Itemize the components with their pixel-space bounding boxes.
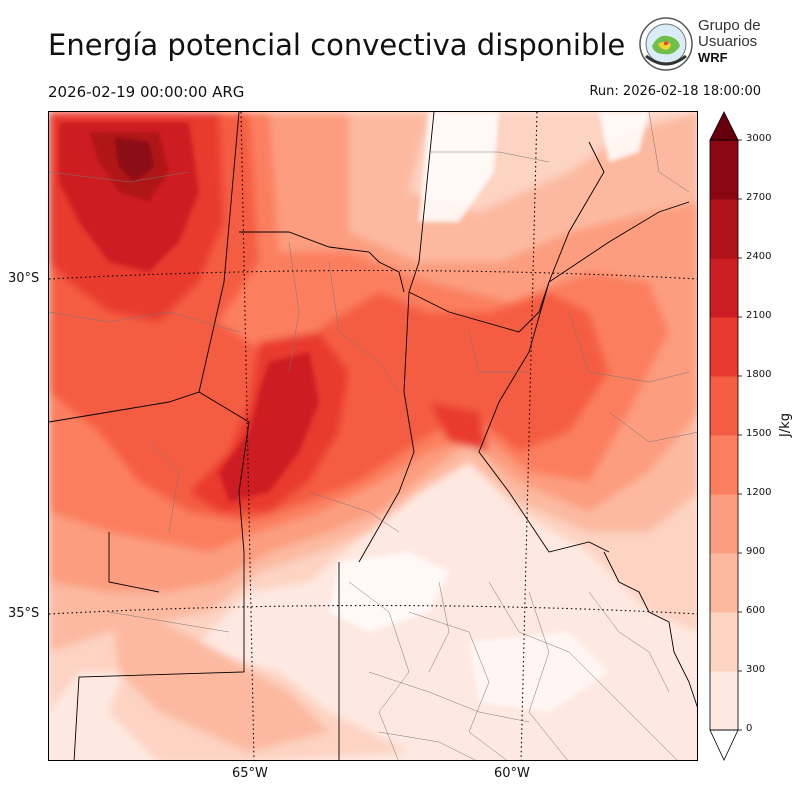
globe-icon	[639, 17, 693, 71]
colorbar-extend-min	[709, 729, 739, 761]
colorbar-extend-max	[709, 111, 739, 141]
colorbar-tick-label: 300	[746, 664, 766, 675]
colorbar-swatch	[710, 199, 738, 259]
cape-field-svg	[49, 112, 697, 760]
lat-label: 30°S	[8, 271, 40, 286]
colorbar-tick-label: 2100	[746, 310, 772, 321]
map-title: Energía potencial convectiva disponible	[48, 28, 626, 62]
logo-line3: WRF	[698, 50, 728, 65]
colorbar-tick-label: 3000	[746, 133, 772, 144]
colorbar-tick-label: 0	[746, 723, 753, 734]
colorbar-tick-label: 1500	[746, 428, 772, 439]
wrf-logo: Grupo de Usuarios WRF	[638, 16, 778, 72]
colorbar-swatch	[710, 435, 738, 495]
logo-line1: Grupo de	[698, 17, 761, 34]
colorbar-tick-label: 600	[746, 605, 766, 616]
colorbar-swatch	[710, 258, 738, 318]
logo-line2: Usuarios	[698, 33, 758, 50]
lat-label: 35°S	[8, 606, 40, 621]
colorbar: 0 300 600 900 1200 1500 1800 2100 2400 2700 3000	[706, 110, 800, 765]
colorbar-swatch	[710, 612, 738, 672]
cape-map	[48, 111, 698, 761]
colorbar-swatch	[710, 671, 738, 731]
lon-label: 60°W	[494, 766, 530, 781]
colorbar-tick-label: 1800	[746, 369, 772, 380]
colorbar-swatch	[710, 376, 738, 436]
colorbar-swatch	[710, 140, 738, 200]
run-time: Run: 2026-02-18 18:00:00	[589, 84, 761, 99]
colorbar-swatch	[710, 553, 738, 613]
colorbar-swatch	[710, 317, 738, 377]
colorbar-svg	[709, 111, 742, 761]
lon-label: 65°W	[232, 766, 268, 781]
valid-time: 2026-02-19 00:00:00 ARG	[48, 83, 245, 101]
colorbar-tick-label: 1200	[746, 487, 772, 498]
colorbar-tick-label: 2400	[746, 251, 772, 262]
colorbar-tick-label: 2700	[746, 192, 772, 203]
colorbar-units: J/kg	[778, 413, 793, 437]
colorbar-swatch	[710, 494, 738, 554]
colorbar-tick-label: 900	[746, 546, 766, 557]
